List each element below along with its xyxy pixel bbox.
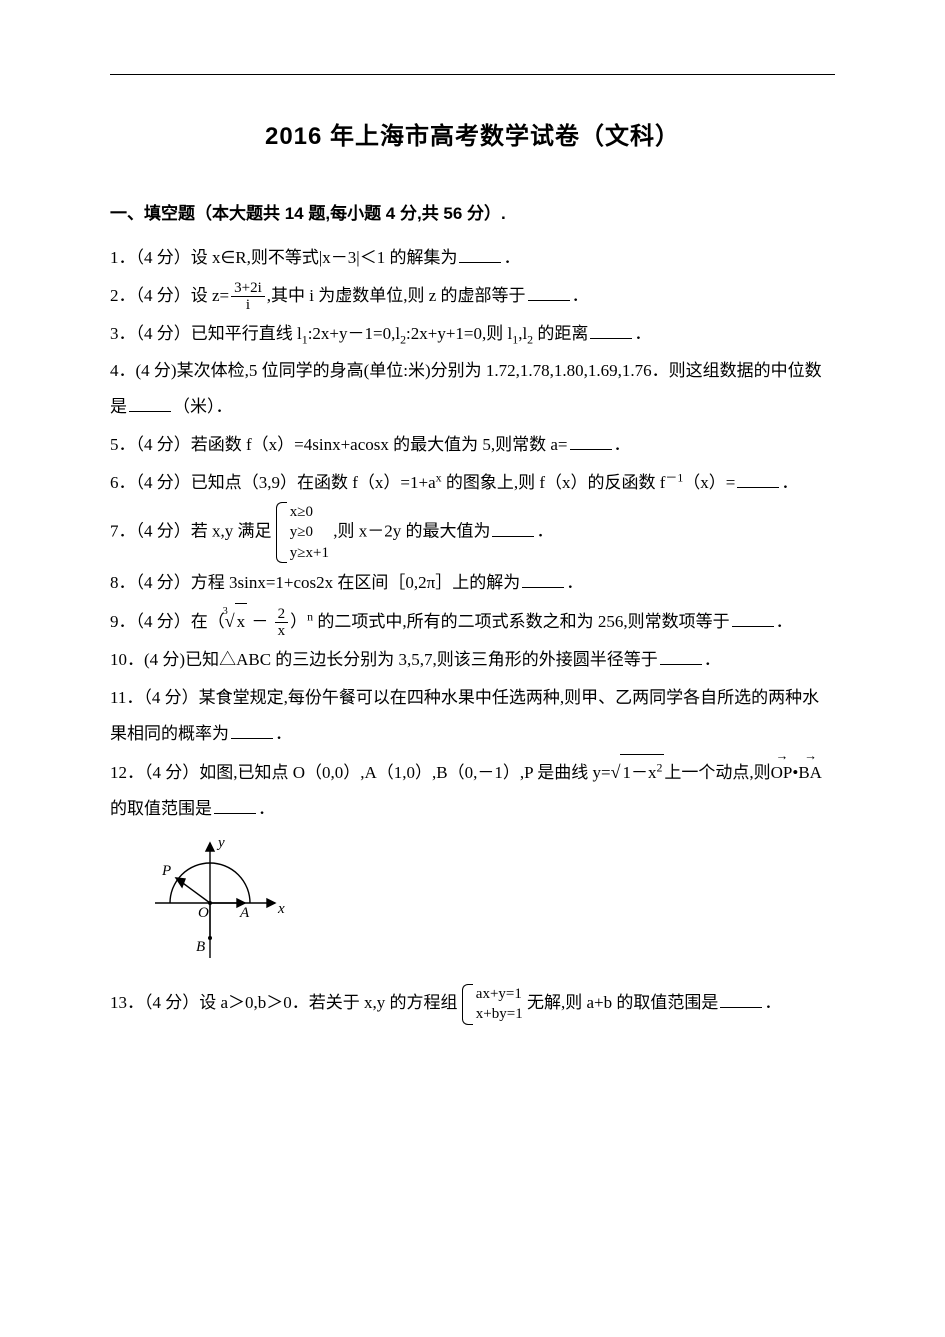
q12-text-d: ． [258,799,275,818]
q7-text-a: 7．（4 分）若 x,y 满足 [110,522,272,541]
section-1-header: 一、填空题（本大题共 14 题,每小题 4 分,共 56 分）. [110,199,835,224]
q1-text-b: ． [503,248,520,267]
label-B: B [196,939,205,955]
blank [737,471,779,488]
q13-text-a: 13．（4 分）设 a＞0,b＞0．若关于 x,y 的方程组 [110,993,458,1012]
blank [492,520,534,537]
q10-text-a: 10．(4 分)已知△ABC 的三边长分别为 3,5,7,则该三角形的外接圆半径… [110,650,658,669]
q9-text-d: 的二项式中,所有的二项式系数之和为 256,则常数项等于 [313,612,730,631]
q12-text-c: 的取值范围是 [110,799,212,818]
label-O: O [198,905,209,921]
q12-diagram: y x P O A B [140,833,835,978]
brace-line-2: y≥0 [290,522,329,542]
q4-text-b: （米）． [173,397,233,416]
question-10: 10．(4 分)已知△ABC 的三边长分别为 3,5,7,则该三角形的外接圆半径… [110,642,835,678]
q5-text-b: ． [614,435,631,454]
square-root: √1－x2 [611,763,665,782]
brace-line-1: x≥0 [290,502,329,522]
fraction-numerator: 2 [275,606,289,624]
question-6: 6．（4 分）已知点（3,9）在函数 f（x）=1+ax 的图象上,则 f（x）… [110,465,835,501]
fraction-denominator: x [275,623,289,640]
question-3: 3．（4 分）已知平行直线 l1:2x+y－1=0,l2:2x+y+1=0,则 … [110,316,835,352]
q13-text-c: ． [764,993,781,1012]
blank [459,246,501,263]
q3-text-c: :2x+y+1=0,则 l [406,324,512,343]
q7-text-c: ． [536,522,553,541]
question-11: 11．（4 分）某食堂规定,每份午餐可以在四种水果中任选两种,则甲、乙两同学各自… [110,680,835,751]
brace-system: x≥0 y≥0 y≥x+1 [276,502,329,563]
q9-text-b: － [247,612,273,631]
q6-text-a: 6．（4 分）已知点（3,9）在函数 f（x）=1+a [110,473,436,492]
sqrt-content: 1－x [622,763,656,782]
q3-text-b: :2x+y－1=0,l [308,324,400,343]
q6-text-b: 的图象上,则 f（x）的反函数 f [442,473,666,492]
document-title: 2016 年上海市高考数学试卷（文科） [110,116,835,151]
blank [129,395,171,412]
vector-OP: OP [771,755,793,791]
brace-line-1: ax+y=1 [476,984,523,1004]
q8-text-a: 8．（4 分）方程 3sinx=1+cos2x 在区间［0,2π］上的解为 [110,573,520,592]
question-1: 1．（4 分）设 x∈R,则不等式|x－3|＜1 的解集为 ． [110,240,835,276]
blank [522,571,564,588]
q1-text-a: 1．（4 分）设 x∈R,则不等式|x－3|＜1 的解集为 [110,248,457,267]
blank [528,284,570,301]
q9-text-e: ． [776,612,793,631]
q7-text-b: ,则 x－2y 的最大值为 [333,522,490,541]
q2-text-b: ,其中 i 为虚数单位,则 z 的虚部等于 [267,286,526,305]
root-index: 3 [223,601,228,622]
label-x: x [277,901,285,917]
q13-text-b: 无解,则 a+b 的取值范围是 [527,993,718,1012]
question-13: 13．（4 分）设 a＞0,b＞0．若关于 x,y 的方程组 ax+y=1 x+… [110,984,835,1025]
q3-text-e: 的距离 [533,324,588,343]
question-12: 12．（4 分）如图,已知点 O（0,0）,A（1,0）,B（0,－1）,P 是… [110,754,835,827]
question-4: 4．(4 分)某次体检,5 位同学的身高(单位:米)分别为 1.72,1.78,… [110,353,835,424]
q2-text-c: ． [572,286,589,305]
vector-BA: BA [798,755,822,791]
question-5: 5．（4 分）若函数 f（x）=4sinx+acosx 的最大值为 5,则常数 … [110,427,835,463]
fraction: 2x [275,606,289,640]
q10-text-b: ． [704,650,721,669]
brace-system: ax+y=1 x+by=1 [462,984,523,1025]
blank [214,797,256,814]
fraction-denominator: i [231,297,265,314]
q11-text-b: ． [275,724,292,743]
q12-text-b: 上一个动点,则 [664,763,770,782]
label-A: A [239,905,250,921]
blank [720,991,762,1008]
q12-text-a: 12．（4 分）如图,已知点 O（0,0）,A（1,0）,B（0,－1）,P 是… [110,763,611,782]
blank [732,610,774,627]
brace-line-3: y≥x+1 [290,543,329,563]
q3-text-f: ． [634,324,651,343]
question-8: 8．（4 分）方程 3sinx=1+cos2x 在区间［0,2π］上的解为 ． [110,565,835,601]
question-9: 9．（4 分）在（3√x － 2x）n 的二项式中,所有的二项式系数之和为 25… [110,603,835,641]
brace-line-2: x+by=1 [476,1004,523,1024]
blank [570,433,612,450]
q3-text-a: 3．（4 分）已知平行直线 l [110,324,302,343]
q11-text-a: 11．（4 分）某食堂规定,每份午餐可以在四种水果中任选两种,则甲、乙两同学各自… [110,688,819,743]
q2-text-a: 2．（4 分）设 z= [110,286,229,305]
top-horizontal-rule [110,74,835,75]
question-7: 7．（4 分）若 x,y 满足 x≥0 y≥0 y≥x+1 ,则 x－2y 的最… [110,502,835,563]
q5-text-a: 5．（4 分）若函数 f（x）=4sinx+acosx 的最大值为 5,则常数 … [110,435,568,454]
label-P: P [161,863,171,879]
fraction: 3+2ii [231,280,265,314]
blank [590,322,632,339]
q8-text-b: ． [566,573,583,592]
blank [231,722,273,739]
q6-text-c: （x）= [683,473,735,492]
root-body: x [235,603,248,640]
q9-text-a: 9．（4 分）在（ [110,612,225,631]
question-2: 2．（4 分）设 z=3+2ii,其中 i 为虚数单位,则 z 的虚部等于 ． [110,278,835,314]
blank [660,648,702,665]
q6-text-d: ． [781,473,798,492]
label-y: y [216,835,225,851]
fraction-numerator: 3+2i [231,280,265,298]
semicircle-diagram-svg: y x P O A B [140,833,290,973]
q9-text-c: ） [290,612,307,631]
q3-text-d: ,l [518,324,527,343]
cube-root: 3√x [225,603,247,641]
